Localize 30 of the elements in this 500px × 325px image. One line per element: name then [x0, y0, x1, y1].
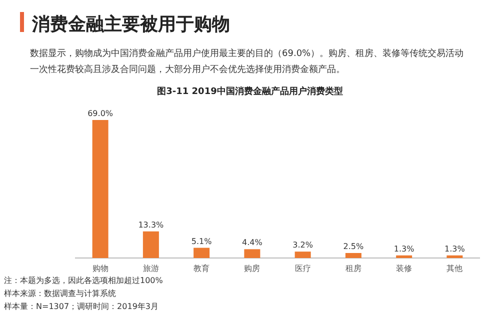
bar [244, 249, 260, 258]
text: 样本来源：数据调查与计算系统 [4, 289, 116, 298]
x-tick-label: 旅游 [142, 264, 159, 273]
x-tick-label: 医疗 [294, 264, 311, 273]
x-tick-label: 教育 [194, 264, 210, 273]
data-label: 2.5% [343, 242, 364, 251]
chart-subtitle: 数据显示，购物成为中国消费金融产品用户使用最主要的目的（69.0%）。购房、租房、装修等传统交易活动一次性花费较高且涉及合同问题，大部分用户不会优先选择使用消费金额产品。 [30, 48, 464, 75]
data-label: 69.0% [88, 109, 114, 118]
bar [142, 231, 159, 258]
x-tick-label: 装修 [396, 264, 412, 273]
data-label: 4.4% [242, 238, 263, 248]
text: 注：本题为多选，因此各选项相加超过100% [4, 276, 164, 285]
data-label: 13.3% [138, 220, 164, 230]
x-tick-label: 购物 [92, 264, 108, 273]
x-tick-label: 购房 [244, 264, 260, 273]
bar [396, 255, 412, 258]
x-tick-label: 租房 [345, 264, 362, 273]
bar [294, 252, 311, 258]
data-label: 1.3% [444, 244, 466, 254]
caption: 图3-11 2019中国消费金融产品用户消费类型 [157, 86, 343, 97]
text: 样本量：N=1307；调研时间：2019年3月 [4, 302, 158, 311]
chart-title: 消费金融主要被用于购物 [31, 14, 230, 35]
bar [446, 255, 463, 258]
bar [345, 253, 362, 258]
bar [194, 248, 210, 258]
data-label: 1.3% [394, 244, 415, 254]
bar [92, 120, 108, 258]
data-label: 3.2% [292, 240, 314, 250]
data-label: 5.1% [191, 236, 212, 246]
x-tick-label: 其他 [446, 264, 463, 273]
